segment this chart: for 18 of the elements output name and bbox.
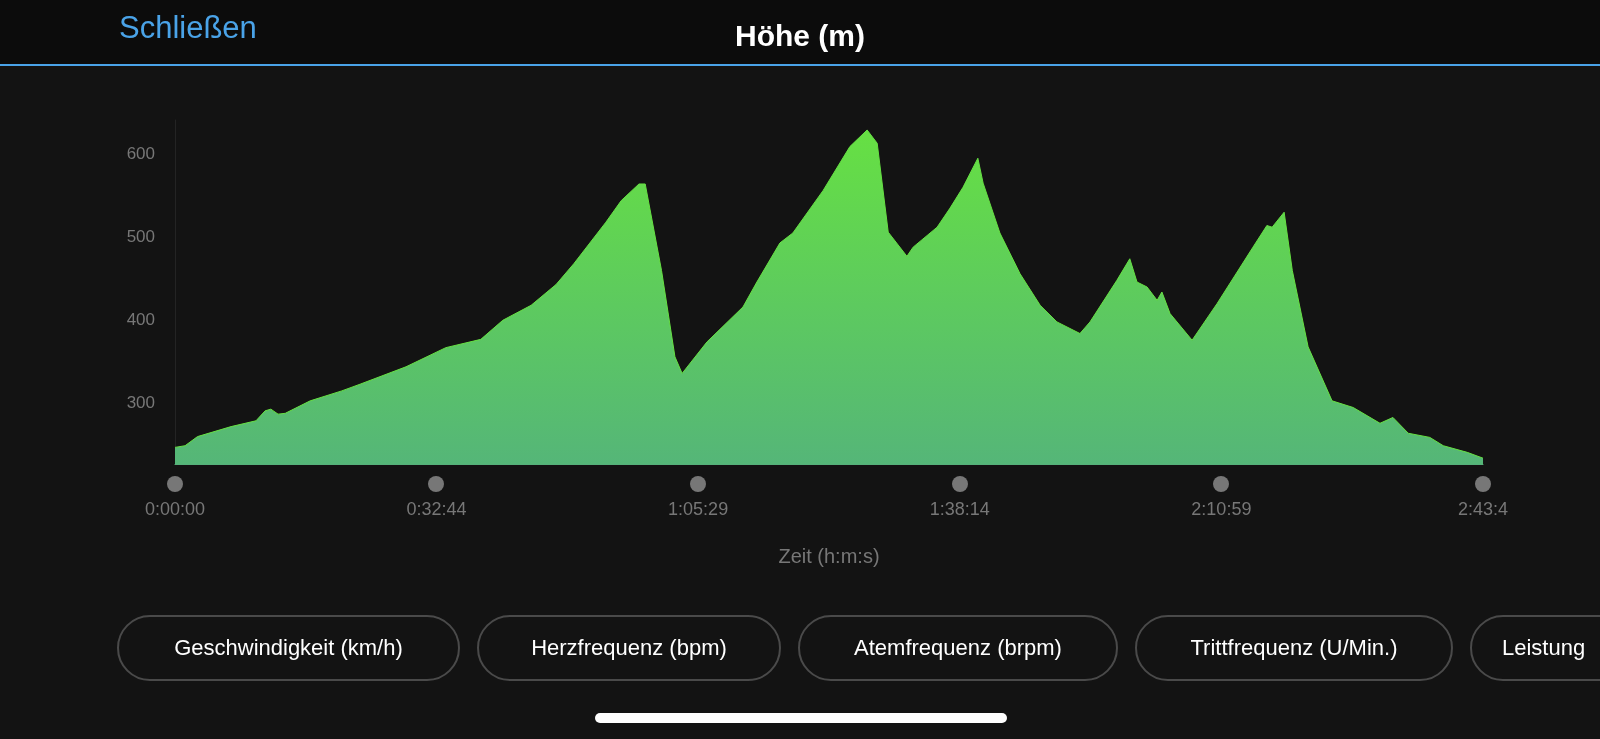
y-tick-label: 600 — [126, 143, 155, 163]
y-tick-label: 300 — [126, 393, 155, 413]
text: Atemfrequenz (brpm) — [798, 615, 1118, 681]
text: Schließen — [119, 10, 257, 46]
text: Trittfrequenz (U/Min.) — [1135, 615, 1453, 681]
x-tick-label: 2:10:59 — [1191, 499, 1252, 519]
y-tick-label: 500 — [126, 226, 155, 246]
text: Herzfrequenz (bpm) — [477, 615, 781, 681]
x-axis-title: Zeit (h:m:s) — [778, 545, 880, 567]
text: Geschwindigkeit (km/h) — [117, 615, 460, 681]
x-tick-label: 0:00:00 — [144, 499, 206, 519]
x-tick-label: 1:38:14 — [929, 499, 990, 519]
x-tick-label: 1:05:29 — [668, 499, 729, 519]
x-tick-label: 0:32:44 — [406, 499, 467, 519]
text: Leistung — [1470, 615, 1600, 681]
chart-title: Höhe (m) — [735, 18, 865, 52]
x-tick-label: 2:43:4 — [1457, 499, 1509, 519]
y-tick-label: 400 — [126, 309, 155, 329]
